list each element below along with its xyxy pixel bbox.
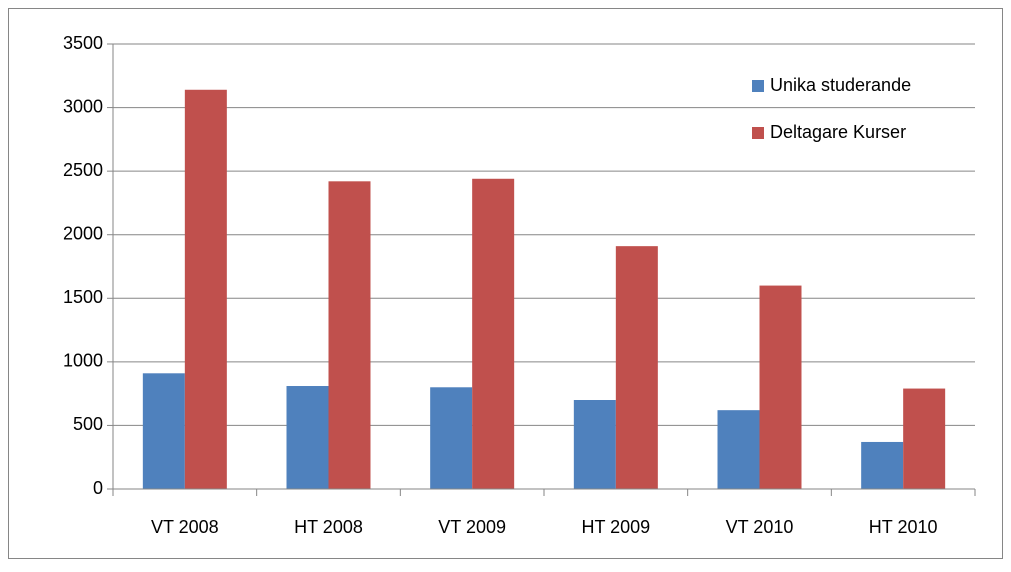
x-tick-label: VT 2010 [726,517,794,537]
y-tick-label: 3000 [63,96,103,116]
y-tick-label: 2500 [63,160,103,180]
bar [861,441,904,489]
x-tick-label: HT 2010 [869,517,938,537]
legend-swatch [752,127,764,139]
x-tick-label: HT 2008 [294,517,363,537]
y-tick-label: 2000 [63,223,103,243]
bar [430,387,473,489]
bar [615,246,658,489]
y-tick-label: 500 [73,414,103,434]
bar [328,181,371,490]
x-tick-label: HT 2009 [581,517,650,537]
bar [184,89,227,490]
bar [573,400,616,489]
bar [472,178,515,489]
x-tick-label: VT 2008 [151,517,219,537]
legend-label: Unika studerande [770,75,911,95]
y-tick-label: 1000 [63,351,103,371]
legend-swatch [752,80,764,92]
x-tick-label: VT 2009 [438,517,506,537]
legend-label: Deltagare Kurser [770,122,906,142]
bar [717,410,760,489]
bar [759,285,802,489]
y-tick-label: 1500 [63,287,103,307]
y-tick-label: 0 [93,478,103,498]
y-tick-label: 3500 [63,33,103,53]
bar [142,373,185,489]
bar [903,388,946,489]
bar [286,386,329,489]
